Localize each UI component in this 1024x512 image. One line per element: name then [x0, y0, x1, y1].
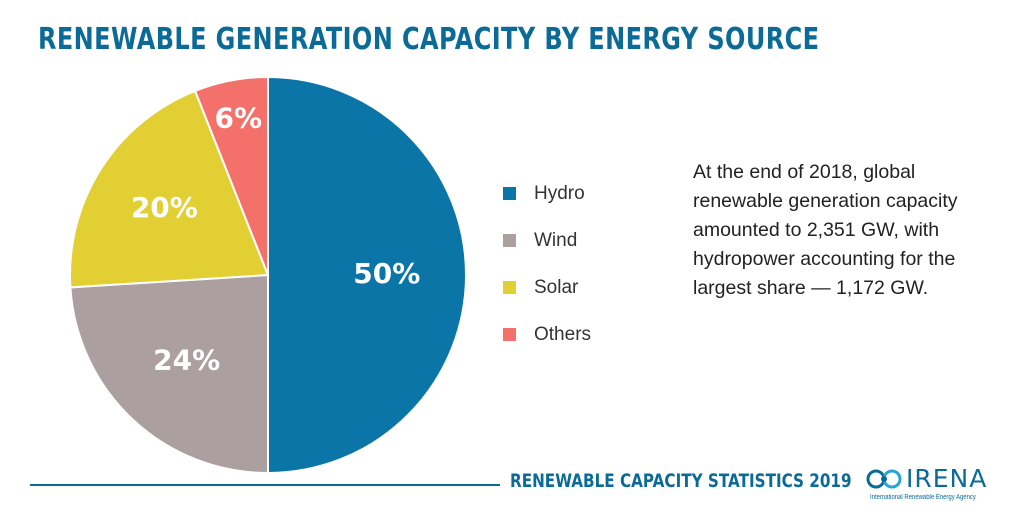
- irena-logo-icon: [866, 469, 902, 489]
- legend-label-solar: Solar: [534, 276, 579, 298]
- legend-swatch-wind: [503, 234, 516, 247]
- legend: Hydro Wind Solar Others: [503, 170, 591, 358]
- legend-swatch-others: [503, 328, 516, 341]
- chart-title: RENEWABLE GENERATION CAPACITY BY ENERGY …: [38, 22, 820, 57]
- pie-label-others: 6%: [215, 101, 263, 134]
- legend-item-hydro: Hydro: [503, 170, 591, 217]
- irena-logo: IRENA International Renewable Energy Age…: [866, 464, 996, 504]
- legend-label-hydro: Hydro: [534, 182, 585, 204]
- pie-slice-others: [193, 75, 269, 276]
- pie-slice-solar: [69, 89, 270, 289]
- footer-label: RENEWABLE CAPACITY STATISTICS 2019: [510, 470, 852, 492]
- legend-item-wind: Wind: [503, 217, 591, 264]
- pie-label-wind: 24%: [153, 344, 220, 377]
- legend-swatch-hydro: [503, 187, 516, 200]
- description-text: At the end of 2018, global renewable gen…: [693, 161, 958, 299]
- pie-slice-hydro: [267, 75, 467, 475]
- pie-slice-wind: [69, 273, 269, 475]
- logo-subtext: International Renewable Energy Agency: [870, 494, 976, 501]
- footer-rule: [30, 484, 500, 486]
- pie-label-solar: 20%: [131, 191, 198, 224]
- legend-label-wind: Wind: [534, 229, 578, 251]
- pie-label-hydro: 50%: [353, 257, 420, 290]
- legend-item-others: Others: [503, 311, 591, 358]
- legend-item-solar: Solar: [503, 264, 591, 311]
- legend-label-others: Others: [534, 323, 592, 345]
- logo-text: IRENA: [906, 464, 988, 493]
- legend-swatch-solar: [503, 281, 516, 294]
